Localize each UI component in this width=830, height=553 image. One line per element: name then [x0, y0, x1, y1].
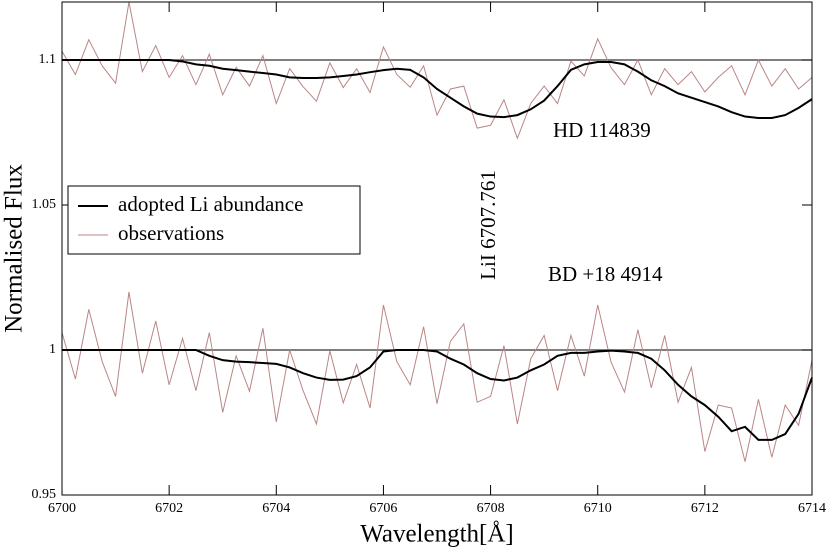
- y-tick-label: 1.05: [32, 197, 57, 212]
- x-tick-label: 6702: [155, 501, 183, 516]
- line-annotation: LiI 6707.761: [476, 170, 500, 280]
- x-tick-label: 6708: [477, 501, 505, 516]
- model-line: [62, 349, 813, 441]
- y-tick-label: 1.1: [39, 52, 57, 67]
- x-tick-label: 6704: [262, 501, 290, 516]
- model-line: [62, 59, 813, 119]
- x-tick-label: 6712: [691, 501, 719, 516]
- y-axis-label: Normalised Flux: [1, 164, 28, 333]
- legend-box: [67, 185, 361, 255]
- x-axis-label: Wavelength[Å]: [360, 521, 513, 548]
- x-tick-label: 6714: [798, 501, 826, 516]
- y-tick-label: 0.95: [32, 487, 57, 502]
- star-label: HD 114839: [553, 118, 651, 142]
- legend-label: adopted Li abundance: [118, 192, 303, 216]
- legend: adopted Li abundance observations: [67, 185, 361, 255]
- legend-label: observations: [118, 221, 224, 245]
- x-tick-label: 6700: [48, 501, 76, 516]
- star-label: BD +18 4914: [548, 262, 663, 286]
- observation-line: [61, 291, 813, 462]
- plot-frame: [61, 1, 813, 496]
- y-tick-label: 1: [49, 342, 56, 357]
- x-tick-label: 6706: [369, 501, 397, 516]
- observation-line: [61, 1, 813, 140]
- x-tick-label: 6710: [584, 501, 612, 516]
